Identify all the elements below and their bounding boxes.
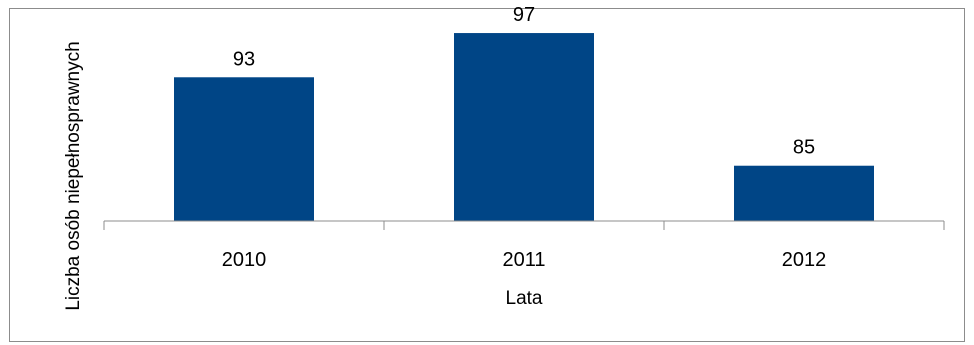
x-axis-ticks [103, 221, 945, 230]
x-tick-label-2012: 2012 [782, 249, 827, 271]
bar-2010 [174, 77, 314, 222]
bar-2012 [734, 165, 874, 221]
chart-frame [9, 8, 965, 342]
x-tick-label-2011: 2011 [502, 249, 545, 271]
bars [174, 33, 874, 222]
x-axis-tick-labels: 2010 2011 2012 [222, 249, 827, 271]
data-label-2012: 85 [793, 137, 815, 159]
data-label-2010: 93 [233, 48, 255, 70]
x-axis-title: Lata [506, 288, 543, 309]
data-label-2011: 97 [513, 4, 535, 26]
y-axis-title: Liczba osób niepełnosprawnych [63, 41, 84, 311]
x-tick-label-2010: 2010 [222, 249, 267, 271]
bar-2011 [454, 33, 594, 221]
data-labels: 93 97 85 [233, 4, 815, 159]
